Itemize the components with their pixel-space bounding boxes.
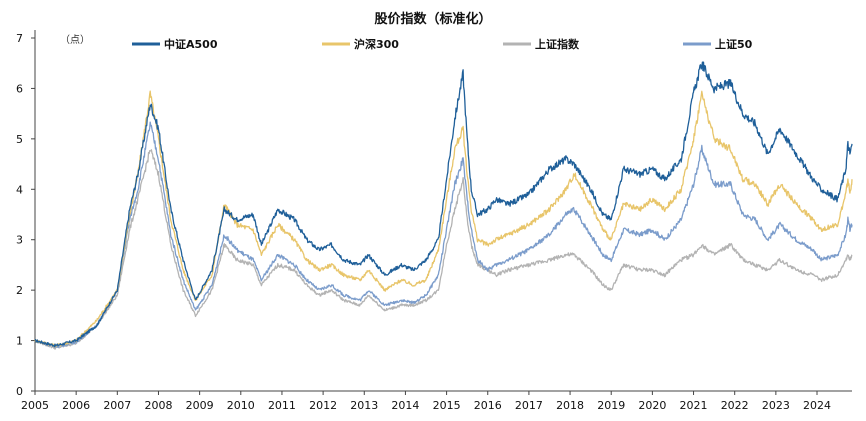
x-tick-label: 2016: [474, 399, 502, 412]
y-tick-label: 2: [16, 284, 23, 297]
series-line-sse-50: [34, 121, 853, 349]
x-tick-label: 2019: [597, 399, 625, 412]
x-tick-label: 2011: [268, 399, 296, 412]
x-tick-label: 2010: [227, 399, 255, 412]
y-tick-label: 1: [16, 335, 23, 348]
x-tick-label: 2021: [680, 399, 708, 412]
y-unit-label: （点）: [60, 34, 90, 46]
y-tick-label: 3: [16, 234, 23, 247]
x-tick-label: 2017: [515, 399, 543, 412]
x-tick-label: 2005: [21, 399, 49, 412]
y-tick-label: 5: [16, 133, 23, 146]
x-tick-label: 2022: [721, 399, 749, 412]
plot-area: [34, 61, 853, 350]
x-tick-label: 2015: [433, 399, 461, 412]
x-tick-label: 2018: [556, 399, 584, 412]
legend-label-csi-300: 沪深300: [354, 37, 399, 51]
series-line-csi-a500: [34, 61, 853, 348]
x-tick-label: 2009: [186, 399, 214, 412]
x-tick-label: 2012: [309, 399, 337, 412]
legend-item-csi-300: 沪深300: [322, 37, 399, 51]
x-tick-label: 2007: [103, 399, 131, 412]
x-tick-label: 2020: [638, 399, 666, 412]
x-tick-label: 2006: [62, 399, 90, 412]
legend-label-sse-50: 上证50: [715, 37, 753, 51]
series-line-sse-composite: [34, 149, 853, 350]
legend-item-sse-composite: 上证指数: [503, 37, 580, 51]
legend-label-csi-a500: 中证A500: [164, 37, 218, 51]
x-tick-label: 2014: [391, 399, 419, 412]
y-tick-label: 0: [16, 385, 23, 398]
axes: 0 1 2 3 4 5 6 7 2005 2006 2007 2008 2009 2010 2011 2012…: [16, 30, 852, 412]
x-tick-label: 2013: [350, 399, 378, 412]
y-tick-label: 6: [16, 82, 23, 95]
legend-item-sse-50: 上证50: [683, 37, 753, 51]
legend-label-sse-composite: 上证指数: [535, 37, 580, 51]
x-tick-label: 2008: [144, 399, 172, 412]
x-tick-label: 2023: [762, 399, 790, 412]
legend: 中证A500 沪深300 上证指数 上证50: [132, 37, 753, 51]
chart-title: 股价指数（标准化）: [374, 11, 491, 27]
series-line-csi-300: [34, 90, 853, 348]
y-tick-label: 4: [16, 183, 23, 196]
legend-item-csi-a500: 中证A500: [132, 37, 218, 51]
y-tick-label: 7: [16, 32, 23, 45]
x-tick-label: 2024: [803, 399, 831, 412]
